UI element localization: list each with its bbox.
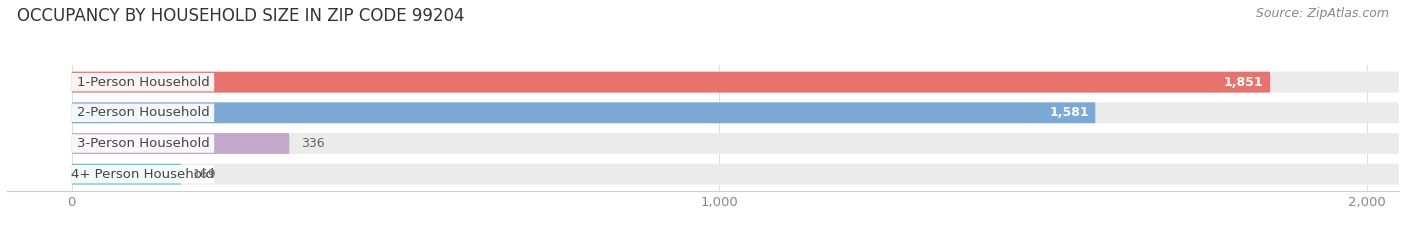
Text: 336: 336: [301, 137, 325, 150]
FancyBboxPatch shape: [72, 72, 1399, 93]
Text: 1,851: 1,851: [1225, 76, 1264, 89]
Text: 1,581: 1,581: [1049, 106, 1088, 119]
FancyBboxPatch shape: [72, 164, 181, 185]
Text: 3-Person Household: 3-Person Household: [76, 137, 209, 150]
Text: OCCUPANCY BY HOUSEHOLD SIZE IN ZIP CODE 99204: OCCUPANCY BY HOUSEHOLD SIZE IN ZIP CODE …: [17, 7, 464, 25]
FancyBboxPatch shape: [72, 104, 214, 122]
FancyBboxPatch shape: [72, 164, 1399, 185]
Text: 1-Person Household: 1-Person Household: [76, 76, 209, 89]
FancyBboxPatch shape: [72, 165, 214, 183]
FancyBboxPatch shape: [72, 73, 214, 91]
FancyBboxPatch shape: [72, 102, 1095, 123]
Text: 4+ Person Household: 4+ Person Household: [72, 168, 215, 181]
FancyBboxPatch shape: [72, 133, 1399, 154]
FancyBboxPatch shape: [72, 134, 214, 153]
Text: 2-Person Household: 2-Person Household: [76, 106, 209, 119]
FancyBboxPatch shape: [72, 102, 1399, 123]
Text: 169: 169: [193, 168, 217, 181]
FancyBboxPatch shape: [72, 72, 1270, 93]
FancyBboxPatch shape: [72, 133, 290, 154]
Text: Source: ZipAtlas.com: Source: ZipAtlas.com: [1256, 7, 1389, 20]
